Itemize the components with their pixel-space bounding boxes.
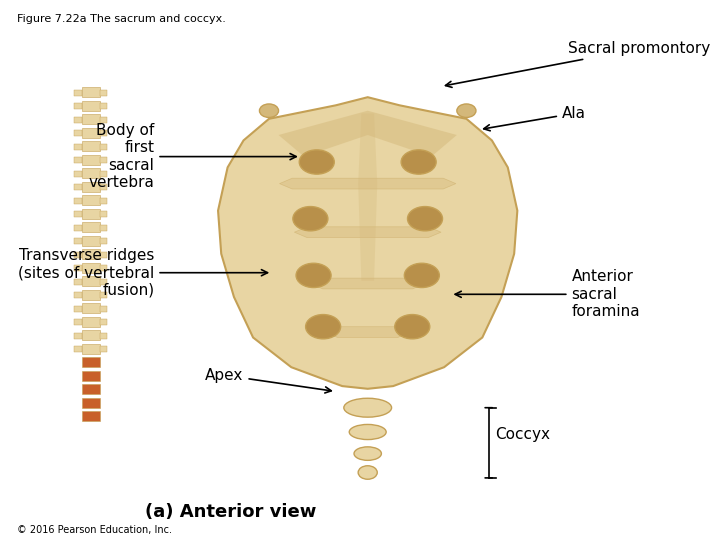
Text: Coccyx: Coccyx [495,427,550,442]
Ellipse shape [259,104,279,117]
Bar [74,90,82,96]
Ellipse shape [354,447,382,460]
Bar [99,103,107,109]
Bar [82,398,99,408]
Bar [99,319,107,325]
Ellipse shape [293,206,328,231]
Bar [74,103,82,109]
Bar [82,276,99,286]
Bar [74,265,82,271]
Bar [74,319,82,325]
Bar [99,211,107,217]
Text: (a) Anterior view: (a) Anterior view [145,503,317,521]
Bar [99,292,107,298]
Bar [82,155,99,165]
Bar [99,238,107,244]
PathPatch shape [218,97,518,389]
Bar [99,198,107,204]
Bar [99,157,107,163]
Ellipse shape [408,206,443,231]
Ellipse shape [401,150,436,174]
Bar [99,130,107,136]
Ellipse shape [349,424,386,440]
Bar [82,357,99,367]
Bar [74,252,82,258]
Bar [82,168,99,178]
Bar [82,236,99,246]
Bar [82,371,99,381]
Bar [82,209,99,219]
Bar [74,292,82,298]
Bar [99,144,107,150]
Bar [99,90,107,96]
Text: Sacral promontory: Sacral promontory [446,41,711,87]
Bar [82,384,99,394]
Ellipse shape [300,150,334,174]
Bar [74,238,82,244]
Ellipse shape [344,398,392,417]
Bar [99,252,107,258]
Ellipse shape [296,263,331,287]
Text: Body of
first
sacral
vertebra: Body of first sacral vertebra [89,123,296,190]
Bar [82,330,99,340]
Bar [74,184,82,190]
Bar [74,130,82,136]
Bar [74,306,82,312]
Bar [82,141,99,151]
Bar [82,222,99,232]
Bar [82,249,99,259]
Bar [82,344,99,354]
Bar [99,265,107,271]
Ellipse shape [457,104,476,117]
Polygon shape [325,327,410,338]
Bar [99,346,107,352]
Bar [99,279,107,285]
Bar [74,157,82,163]
Bar [99,184,107,190]
Bar [99,306,107,312]
Bar [82,101,99,111]
Bar [74,333,82,339]
Bar [99,333,107,339]
Bar [82,411,99,421]
Bar [82,263,99,273]
Text: Figure 7.22a The sacrum and coccyx.: Figure 7.22a The sacrum and coccyx. [17,14,226,24]
Text: © 2016 Pearson Education, Inc.: © 2016 Pearson Education, Inc. [17,524,173,535]
Ellipse shape [358,465,377,480]
Bar [74,211,82,217]
Text: Apex: Apex [205,368,331,393]
Polygon shape [358,113,377,281]
Bar [82,114,99,124]
Bar [99,225,107,231]
Polygon shape [279,178,456,189]
Polygon shape [279,111,457,157]
Text: Transverse ridges
(sites of vertebral
fusion): Transverse ridges (sites of vertebral fu… [18,248,268,298]
Text: Ala: Ala [484,106,586,131]
Bar [74,171,82,177]
Bar [74,279,82,285]
Ellipse shape [395,314,430,339]
Bar [99,117,107,123]
Bar [74,198,82,204]
Bar [74,346,82,352]
Polygon shape [310,278,426,289]
Bar [82,195,99,205]
Bar [82,317,99,327]
Bar [82,182,99,192]
Text: Anterior
sacral
foramina: Anterior sacral foramina [455,269,640,319]
Bar [82,128,99,138]
Polygon shape [294,227,441,238]
Bar [74,117,82,123]
Bar [74,144,82,150]
Ellipse shape [305,314,341,339]
Bar [82,303,99,313]
Bar [82,87,99,97]
Bar [82,290,99,300]
Bar [74,225,82,231]
Bar [99,171,107,177]
Ellipse shape [405,263,439,287]
